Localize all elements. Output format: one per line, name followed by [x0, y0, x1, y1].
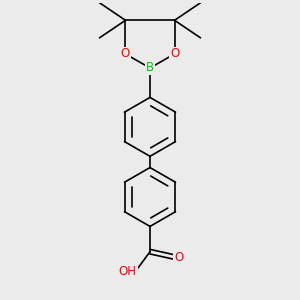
Text: OH: OH [118, 265, 136, 278]
Text: B: B [146, 61, 154, 74]
Text: O: O [170, 47, 179, 61]
Text: O: O [174, 251, 183, 264]
Text: O: O [121, 47, 130, 61]
